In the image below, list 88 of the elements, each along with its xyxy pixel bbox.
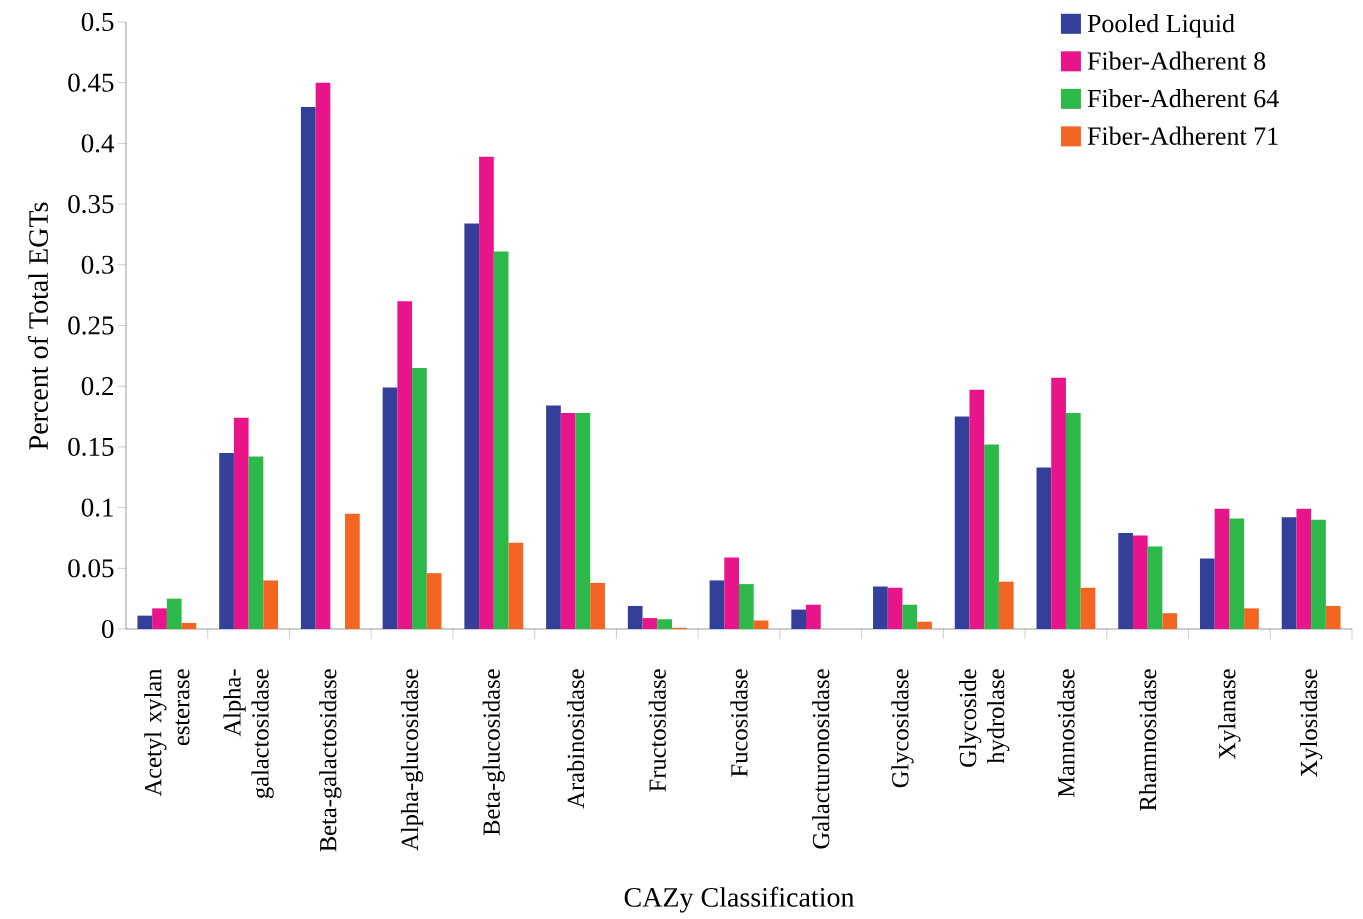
x-tick-label: Acetyl xylan esterase — [144, 668, 190, 797]
bar — [397, 301, 413, 629]
y-tick-label: 0.15 — [68, 437, 114, 457]
bar — [739, 584, 754, 629]
bar — [627, 605, 643, 629]
y-tick-label: 0.45 — [68, 73, 114, 92]
bar — [479, 156, 494, 629]
bar — [1036, 467, 1052, 629]
x-tick-label: Xylosidase — [1299, 669, 1323, 777]
legend-label: Fiber-Adherent 71 — [1087, 126, 1278, 145]
y-tick-label: 0.2 — [81, 377, 113, 396]
bar — [1162, 613, 1178, 629]
y-tick-label: 0 — [102, 619, 114, 639]
bar — [315, 82, 331, 629]
bar — [984, 444, 999, 629]
bar — [1080, 587, 1096, 629]
bar — [590, 582, 605, 629]
bar — [219, 452, 234, 629]
legend-label: Fiber-Adherent 64 — [1087, 89, 1279, 108]
legend-label: Fiber-Adherent 8 — [1087, 51, 1266, 70]
bar — [1199, 558, 1215, 629]
bar — [902, 604, 918, 629]
bar — [345, 513, 360, 629]
bar — [887, 587, 903, 629]
bar — [724, 557, 739, 629]
bar — [1229, 518, 1245, 629]
bar — [508, 542, 524, 629]
y-tick-label: 0.4 — [81, 134, 115, 153]
bar — [166, 598, 182, 629]
x-tick-label: Arabinosidase — [566, 669, 585, 809]
y-tick-label: 0.3 — [81, 255, 114, 274]
bar — [998, 581, 1014, 629]
x-tick-label: Rhamnosidase — [1139, 669, 1157, 811]
bar — [1281, 517, 1297, 629]
x-tick-label: Galacturonosidase — [812, 669, 830, 849]
x-tick-label: Mannosidase — [1057, 669, 1075, 798]
bar — [464, 223, 480, 629]
bar — [152, 608, 167, 629]
x-tick-label: Beta-galactosidase — [319, 669, 342, 852]
bar — [233, 417, 249, 629]
bar — [806, 604, 821, 629]
bar — [1214, 508, 1230, 629]
bar — [1296, 508, 1312, 629]
bar — [791, 609, 807, 629]
bar — [426, 573, 442, 629]
x-tick-label: Alpha-galactosidase — [223, 669, 274, 799]
x-tick-label: Fructosidase — [648, 669, 666, 792]
y-tick-label: 0.25 — [68, 316, 114, 335]
bar — [642, 618, 658, 629]
bar — [753, 620, 769, 629]
bar — [263, 580, 279, 629]
bar — [493, 251, 509, 629]
bar — [412, 367, 427, 629]
y-tick-label: 0.35 — [68, 194, 114, 214]
x-tick-label: Alpha-glucosidase — [400, 669, 424, 851]
bar — [657, 619, 672, 629]
bar — [1118, 533, 1133, 629]
y-axis-title: Percent of Total EGTs — [28, 202, 48, 450]
y-tick-label: 0.5 — [81, 12, 114, 32]
bar — [575, 412, 591, 629]
bar — [873, 586, 888, 629]
bar — [1311, 519, 1326, 629]
bar — [969, 389, 985, 629]
x-tick-label: Xylanase — [1218, 669, 1241, 760]
bar — [1325, 605, 1341, 629]
x-tick-label: Beta-glucosidase — [482, 669, 505, 836]
legend-label: Pooled Liquid — [1087, 14, 1235, 38]
x-tick-label: Glycosidase — [891, 669, 914, 788]
bar — [181, 622, 197, 629]
bar — [709, 580, 725, 629]
bar — [300, 106, 316, 629]
x-tick-label: Glycoside hydrolase — [959, 669, 1010, 767]
bar — [137, 615, 153, 629]
bar — [1051, 377, 1066, 629]
bar — [382, 387, 398, 629]
bar — [1147, 546, 1163, 629]
bar — [1244, 608, 1259, 629]
bar — [546, 405, 561, 629]
bar — [560, 412, 576, 629]
y-tick-label: 0.1 — [81, 498, 113, 517]
bar — [1065, 412, 1081, 629]
bar — [248, 456, 264, 629]
bar — [917, 621, 932, 629]
bar — [954, 416, 970, 629]
bar — [1132, 535, 1148, 629]
x-axis-title: CAZy Classification — [624, 886, 855, 913]
y-tick-label: 0.05 — [68, 559, 114, 578]
x-tick-label: Fucosidase — [730, 669, 748, 777]
